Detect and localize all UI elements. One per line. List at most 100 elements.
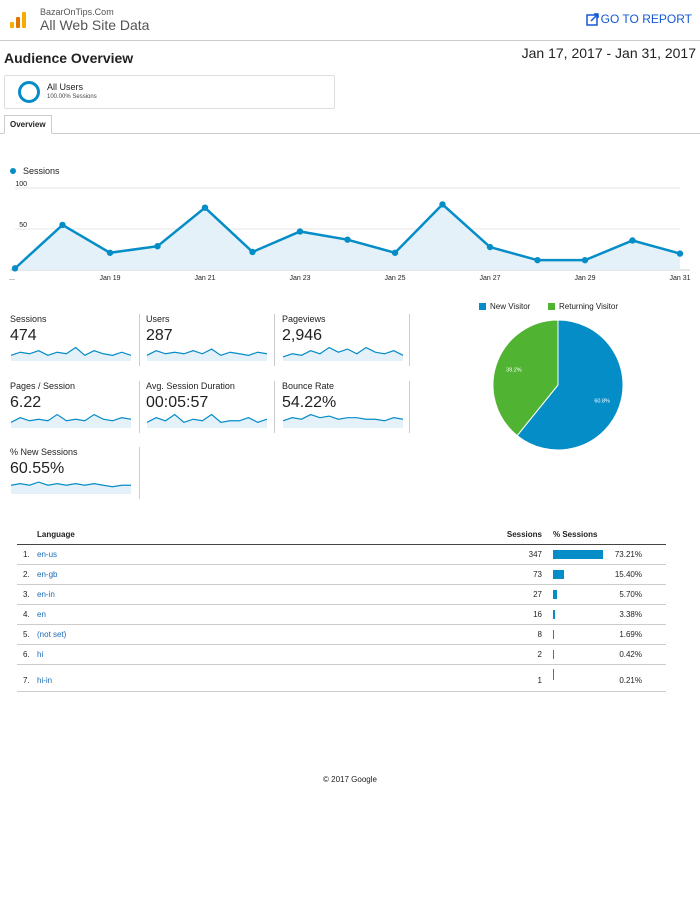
sparkline-line (146, 348, 268, 356)
metric-value: 287 (146, 327, 173, 344)
metric-tile[interactable]: Sessions 474 (10, 314, 140, 374)
segment-name: All Users (47, 82, 84, 92)
new-visitor-legend-label: New Visitor (490, 302, 531, 311)
sessions-data-point (581, 256, 589, 264)
sessions-value: 347 (528, 550, 542, 559)
sessions-data-point (201, 204, 209, 211)
go-to-report-button[interactable]: GO TO REPORT (585, 12, 692, 26)
metric-sparkline (282, 413, 404, 428)
pct-sessions-bar (553, 669, 554, 680)
sparkline-line (10, 481, 131, 488)
sessions-value: 8 (537, 630, 542, 639)
sparkline-area (283, 414, 403, 428)
x-tick-label: Jan 31 (669, 275, 690, 282)
tile-separator (409, 381, 410, 433)
pie-data-label: 60.8% (594, 399, 610, 405)
sparkline-area (147, 414, 267, 428)
footer: © 2017 Google (323, 775, 377, 784)
tile-separator (274, 314, 275, 366)
language-link[interactable]: hi (37, 650, 44, 659)
tile-separator (139, 447, 140, 499)
sessions-area (15, 204, 680, 270)
tile-separator (274, 381, 275, 433)
language-link[interactable]: hi-in (37, 676, 53, 685)
pct-sessions-column-header: % Sessions (553, 530, 598, 539)
sparkline-area (283, 347, 403, 361)
row-index: 2. (23, 570, 30, 579)
metric-tile[interactable]: Bounce Rate 54.22% (282, 381, 412, 441)
metric-label: Bounce Rate (282, 381, 335, 391)
pct-sessions-value: 0.21% (619, 676, 642, 685)
pct-sessions-value: 0.42% (619, 650, 642, 659)
metric-tile[interactable]: Avg. Session Duration 00:05:57 (146, 381, 276, 441)
metric-value: 60.55% (10, 460, 65, 477)
table-row: 6. hi 2 0.42% (17, 645, 666, 665)
page-title: Audience Overview (4, 50, 134, 66)
sessions-data-point (11, 265, 19, 272)
metric-sparkline (10, 413, 132, 428)
sessions-value: 2 (537, 650, 542, 659)
go-to-report-label: GO TO REPORT (600, 12, 692, 26)
language-link[interactable]: en-in (37, 590, 55, 599)
sparkline-area (147, 349, 267, 361)
metric-sparkline (10, 346, 132, 361)
language-link[interactable]: (not set) (37, 630, 67, 639)
new-visitor-slice (516, 319, 624, 451)
view-name: All Web Site Data (40, 17, 150, 33)
pct-sessions-bar (553, 590, 557, 599)
site-name: BazarOnTips.Com (40, 7, 114, 17)
pct-sessions-value: 1.69% (619, 630, 642, 639)
metric-sparkline (146, 413, 268, 428)
table-row: 5. (not set) 8 1.69% (17, 625, 666, 645)
language-link[interactable]: en-us (37, 550, 58, 559)
x-tick-label: ... (9, 275, 15, 282)
metric-sparkline (282, 346, 404, 361)
segment-ring-icon (18, 81, 40, 103)
metric-tile[interactable]: % New Sessions 60.55% (10, 447, 140, 507)
metric-value: 474 (10, 327, 37, 344)
language-link[interactable]: en (37, 610, 46, 619)
row-index: 6. (23, 650, 30, 659)
metric-label: Pages / Session (10, 381, 76, 391)
x-tick-label: Jan 25 (384, 275, 405, 282)
sessions-value: 1 (537, 676, 542, 685)
y-tick-label: 100 (15, 181, 27, 188)
sparkline-line (10, 346, 132, 357)
pct-sessions-value: 5.70% (619, 590, 642, 599)
pct-sessions-bar (553, 650, 554, 659)
tile-separator (139, 381, 140, 433)
external-link-icon (585, 12, 599, 26)
segment-card[interactable]: All Users 100.00% Sessions (4, 75, 335, 109)
sessions-data-point (344, 236, 351, 243)
sparkline-line (282, 346, 404, 358)
sessions-data-point (629, 237, 636, 244)
table-row: 7. hi-in 1 0.21% (17, 665, 666, 692)
sessions-data-point (534, 256, 541, 264)
metric-label: Users (146, 314, 170, 324)
row-index: 7. (23, 676, 30, 685)
x-tick-label: Jan 23 (289, 275, 310, 282)
returning-visitor-legend-label: Returning Visitor (559, 302, 618, 311)
returning-visitor-slice (492, 319, 559, 437)
x-tick-label: Jan 21 (194, 275, 215, 282)
pct-sessions-value: 15.40% (614, 570, 642, 579)
sparkline-line (146, 413, 268, 424)
pct-sessions-bar (553, 630, 555, 639)
visitor-type-pie-chart: 60.8% 39.2% (492, 319, 624, 451)
sessions-data-point (439, 201, 446, 208)
table-row: 3. en-in 27 5.70% (17, 585, 666, 605)
metric-tile[interactable]: Users 287 (146, 314, 276, 374)
table-row: 4. en 16 3.38% (17, 605, 666, 625)
language-link[interactable]: en-gb (37, 570, 58, 579)
table-header-divider (17, 544, 666, 545)
metric-tile[interactable]: Pageviews 2,946 (282, 314, 412, 374)
metric-value: 2,946 (282, 327, 323, 344)
sparkline-line (282, 413, 404, 422)
y-tick-label: 50 (19, 222, 27, 229)
metric-tile[interactable]: Pages / Session 6.22 (10, 381, 140, 441)
sessions-column-header: Sessions (506, 530, 542, 539)
tab-overview[interactable]: Overview (4, 115, 52, 134)
sparkline-area (11, 414, 131, 428)
date-range[interactable]: Jan 17, 2017 - Jan 31, 2017 (521, 45, 696, 61)
sparkline-line (10, 413, 132, 423)
